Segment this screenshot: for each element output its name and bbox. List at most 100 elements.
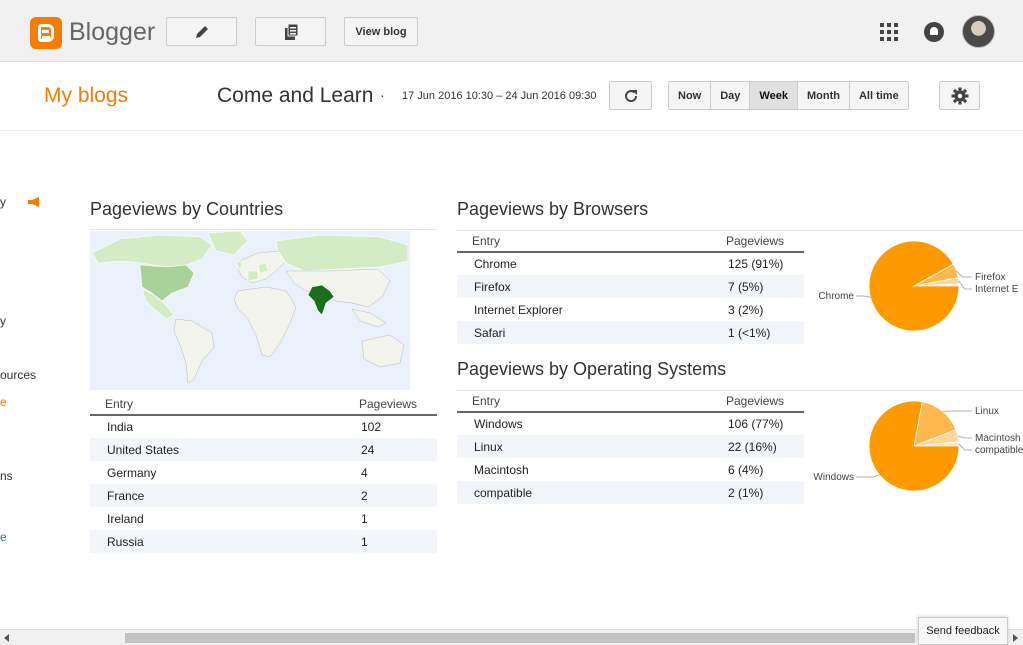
horizontal-scrollbar[interactable] — [0, 629, 1023, 645]
entry-cell: compatible — [457, 481, 711, 504]
map-land-germany — [257, 262, 269, 274]
pie-slice-label: Chrome — [818, 291, 854, 302]
sidebar-item-fragment[interactable]: y — [0, 195, 6, 209]
blog-title[interactable]: Come and Learn — [217, 84, 374, 107]
map-land-africa — [233, 286, 297, 358]
entry-cell: France — [90, 484, 344, 507]
top-bar: Blogger View blog — [0, 0, 1023, 62]
date-range: 17 Jun 2016 10:30 – 24 Jun 2016 09:30 — [402, 90, 597, 102]
pie-leader-line — [856, 474, 880, 478]
countries-title: Pageviews by Countries — [90, 199, 284, 219]
apps-grid-icon[interactable] — [880, 23, 898, 41]
col-pageviews[interactable]: Pageviews — [344, 392, 437, 416]
pie-leader-line — [958, 443, 972, 451]
megaphone-icon — [28, 197, 39, 207]
gear-icon — [951, 87, 968, 104]
pie-slice-label: Linux — [975, 406, 999, 417]
col-entry[interactable]: Entry — [90, 392, 344, 416]
entry-cell: Chrome — [474, 257, 517, 271]
section-divider — [90, 229, 437, 230]
table-row: United States 24 — [90, 438, 437, 461]
entry-cell: United States — [90, 438, 344, 461]
value-cell: 22 (16%) — [711, 435, 804, 458]
map-land-asia — [285, 268, 391, 308]
scroll-right-icon[interactable] — [1013, 634, 1018, 642]
map-land-russia — [275, 234, 409, 272]
range-now-button[interactable]: Now — [669, 82, 712, 109]
entry-cell: Linux — [457, 435, 711, 458]
scroll-left-icon[interactable] — [4, 634, 9, 642]
col-pageviews[interactable]: Pageviews — [711, 389, 804, 413]
pie-leader-line — [956, 270, 972, 278]
time-range-selector: Now Day Week Month All time — [668, 81, 909, 110]
map-land-mexico — [141, 288, 175, 320]
value-cell: 2 — [344, 484, 437, 507]
pie-leader-line — [957, 435, 972, 439]
world-map[interactable] — [90, 230, 410, 390]
entry-cell: Germany — [107, 465, 157, 480]
map-land-usa — [139, 264, 195, 302]
entry-cell: Macintosh — [474, 462, 529, 477]
os-title: Pageviews by Operating Systems — [457, 359, 727, 379]
browsers-title: Pageviews by Browsers — [457, 199, 649, 219]
sidebar-item-fragment[interactable]: ources — [0, 368, 37, 382]
sidebar-item-fragment[interactable]: y — [0, 314, 6, 328]
value-cell: 2 (1%) — [711, 481, 804, 504]
col-entry[interactable]: Entry — [457, 389, 711, 413]
pie-leader-line — [958, 280, 972, 290]
posts-list-button[interactable] — [255, 17, 326, 46]
table-row: Internet Explorer 3 (2%) — [457, 298, 804, 321]
entry-cell: India — [107, 420, 134, 434]
range-alltime-button[interactable]: All time — [849, 82, 908, 109]
table-row: India 102 — [90, 415, 437, 438]
refresh-button[interactable] — [609, 81, 652, 110]
new-post-button[interactable] — [166, 17, 237, 46]
app-name[interactable]: Blogger — [69, 18, 156, 46]
range-day-button[interactable]: Day — [711, 82, 751, 109]
view-blog-button[interactable]: View blog — [344, 17, 418, 46]
entry-cell: Internet Explorer — [474, 302, 563, 317]
table-row: Macintosh 6 (4%) — [457, 458, 804, 481]
avatar[interactable] — [962, 15, 995, 48]
title-separator: · — [380, 87, 385, 103]
table-row: Safari 1 (<1%) — [457, 321, 804, 344]
value-cell: 4 — [361, 465, 368, 480]
sidebar-item-fragment[interactable]: e — [0, 530, 7, 544]
scrollbar-thumb[interactable] — [125, 633, 915, 643]
sidebar-item-fragment[interactable]: ns — [0, 469, 13, 483]
browsers-table: Entry Pageviews Chrome 125 (91%) Firefox 7… — [457, 229, 804, 344]
table-row: Ireland 1 — [90, 507, 437, 530]
value-cell: 6 (4%) — [728, 462, 764, 477]
value-cell: 125 (91%) — [728, 257, 784, 271]
my-blogs-link[interactable]: My blogs — [44, 84, 129, 107]
map-land-south-america — [173, 318, 215, 384]
table-row: Germany 4 — [90, 461, 437, 484]
value-cell: 102 — [361, 420, 382, 434]
map-land-se-asia — [351, 308, 387, 328]
table-row: compatible 2 (1%) — [457, 481, 804, 504]
os-table: Entry Pageviews Windows 106 (77%) Linux 22… — [457, 389, 804, 504]
col-entry[interactable]: Entry — [457, 229, 711, 253]
map-land-australia — [361, 334, 405, 368]
col-pageviews[interactable]: Pageviews — [711, 229, 804, 253]
pie-slice[interactable] — [868, 240, 960, 332]
value-cell: 106 (77%) — [728, 417, 784, 431]
pencil-icon — [195, 25, 208, 38]
range-week-button[interactable]: Week — [750, 82, 798, 109]
pie-slice-label: Firefox — [975, 272, 1006, 283]
documents-icon — [284, 23, 298, 40]
sidebar-item-fragment[interactable]: e — [0, 395, 7, 409]
pie-slice[interactable] — [913, 401, 957, 447]
range-month-button[interactable]: Month — [797, 82, 850, 109]
notifications-icon[interactable] — [924, 22, 944, 42]
settings-button[interactable] — [939, 81, 980, 110]
value-cell: 7 (5%) — [711, 275, 804, 298]
entry-cell: Firefox — [457, 275, 711, 298]
send-feedback-button[interactable]: Send feedback — [918, 617, 1008, 645]
blogger-logo-icon[interactable] — [30, 17, 62, 49]
countries-table: Entry Pageviews India 102 United States 24… — [90, 392, 437, 553]
pie-leader-line — [856, 295, 871, 298]
header-divider — [0, 130, 1023, 131]
